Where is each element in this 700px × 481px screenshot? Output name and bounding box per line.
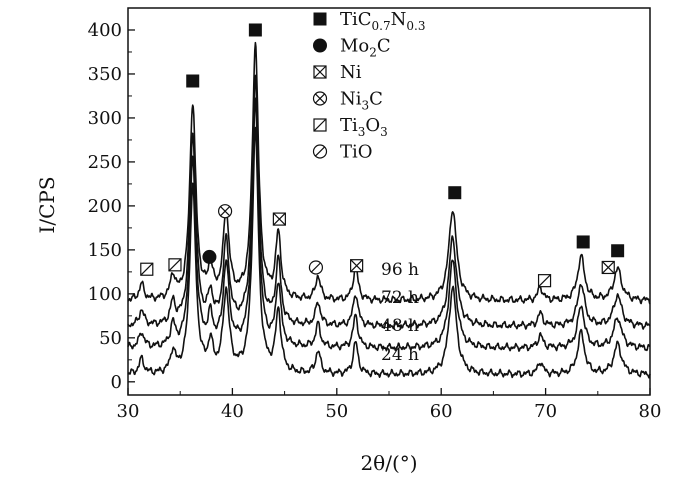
phase-marker-filled-square bbox=[576, 235, 590, 249]
legend-symbol-boxed-x bbox=[313, 65, 327, 79]
series-labels: 24 h 48 h 72 h 96 h bbox=[381, 260, 419, 365]
y-tick-label: 400 bbox=[88, 20, 122, 41]
diffraction-traces bbox=[127, 41, 651, 379]
axis-ticks: 30 40 50 60 70 80 0 50 100 150 200 250 300 350 400 bbox=[88, 20, 662, 422]
x-tick-label: 70 bbox=[534, 401, 557, 422]
legend-label: TiO bbox=[340, 142, 373, 163]
legend-symbol-circled-x bbox=[312, 91, 328, 106]
legend-symbol-circled-slash bbox=[312, 144, 328, 159]
trace-96h bbox=[127, 41, 651, 305]
legend-symbol-filled-square bbox=[313, 12, 327, 26]
series-label: 96 h bbox=[381, 260, 419, 280]
x-axis-title: 2θ/(°) bbox=[360, 451, 417, 475]
trace-24h bbox=[127, 126, 651, 379]
plot-frame bbox=[127, 7, 651, 396]
phase-marker-boxed-slash bbox=[537, 274, 552, 288]
y-tick-label: 100 bbox=[88, 284, 122, 305]
x-tick-label: 50 bbox=[325, 401, 348, 422]
phase-marker-circled-slash bbox=[308, 260, 324, 275]
x-tick-label: 40 bbox=[221, 401, 244, 422]
legend-label: TiC0.7N0.3 bbox=[340, 9, 425, 33]
phase-marker-boxed-slash bbox=[140, 262, 154, 276]
phase-marker-filled-square bbox=[248, 23, 262, 37]
legend-label: Mo2C bbox=[340, 36, 391, 60]
y-tick-label: 0 bbox=[111, 372, 122, 393]
series-label: 24 h bbox=[381, 345, 419, 365]
series-label: 48 h bbox=[381, 316, 419, 336]
phase-marker-circled-x bbox=[217, 204, 233, 219]
y-tick-label: 350 bbox=[88, 64, 122, 85]
x-tick-label: 80 bbox=[639, 401, 662, 422]
legend-symbol-boxed-slash bbox=[313, 118, 327, 132]
phase-marker-filled-square bbox=[611, 244, 625, 258]
y-tick-label: 150 bbox=[88, 240, 122, 261]
trace-48h bbox=[127, 97, 651, 352]
y-tick-label: 200 bbox=[88, 196, 122, 217]
phase-marker-filled-square bbox=[186, 74, 200, 88]
y-tick-label: 250 bbox=[88, 152, 122, 173]
trace-72h bbox=[127, 74, 651, 330]
phase-marker-boxed-x bbox=[601, 260, 615, 275]
x-tick-label: 30 bbox=[117, 401, 140, 422]
y-tick-label: 50 bbox=[99, 328, 122, 349]
phase-markers bbox=[140, 23, 625, 288]
series-label: 72 h bbox=[381, 288, 419, 308]
phase-marker-boxed-x bbox=[350, 259, 364, 273]
phase-marker-filled-square bbox=[448, 186, 462, 200]
legend-label: Ni3C bbox=[340, 89, 383, 113]
legend-symbol-filled-circle bbox=[313, 38, 327, 53]
legend-label: Ni bbox=[340, 62, 362, 83]
phase-marker-filled-circle bbox=[202, 249, 217, 264]
y-tick-label: 300 bbox=[88, 108, 122, 129]
phase-marker-boxed-x bbox=[272, 212, 286, 226]
legend-label: Ti3O3 bbox=[340, 115, 388, 139]
plot-border bbox=[127, 7, 651, 396]
y-axis-title: I/CPS bbox=[35, 176, 59, 233]
phase-marker-boxed-slash bbox=[168, 258, 182, 272]
x-tick-label: 60 bbox=[430, 401, 453, 422]
